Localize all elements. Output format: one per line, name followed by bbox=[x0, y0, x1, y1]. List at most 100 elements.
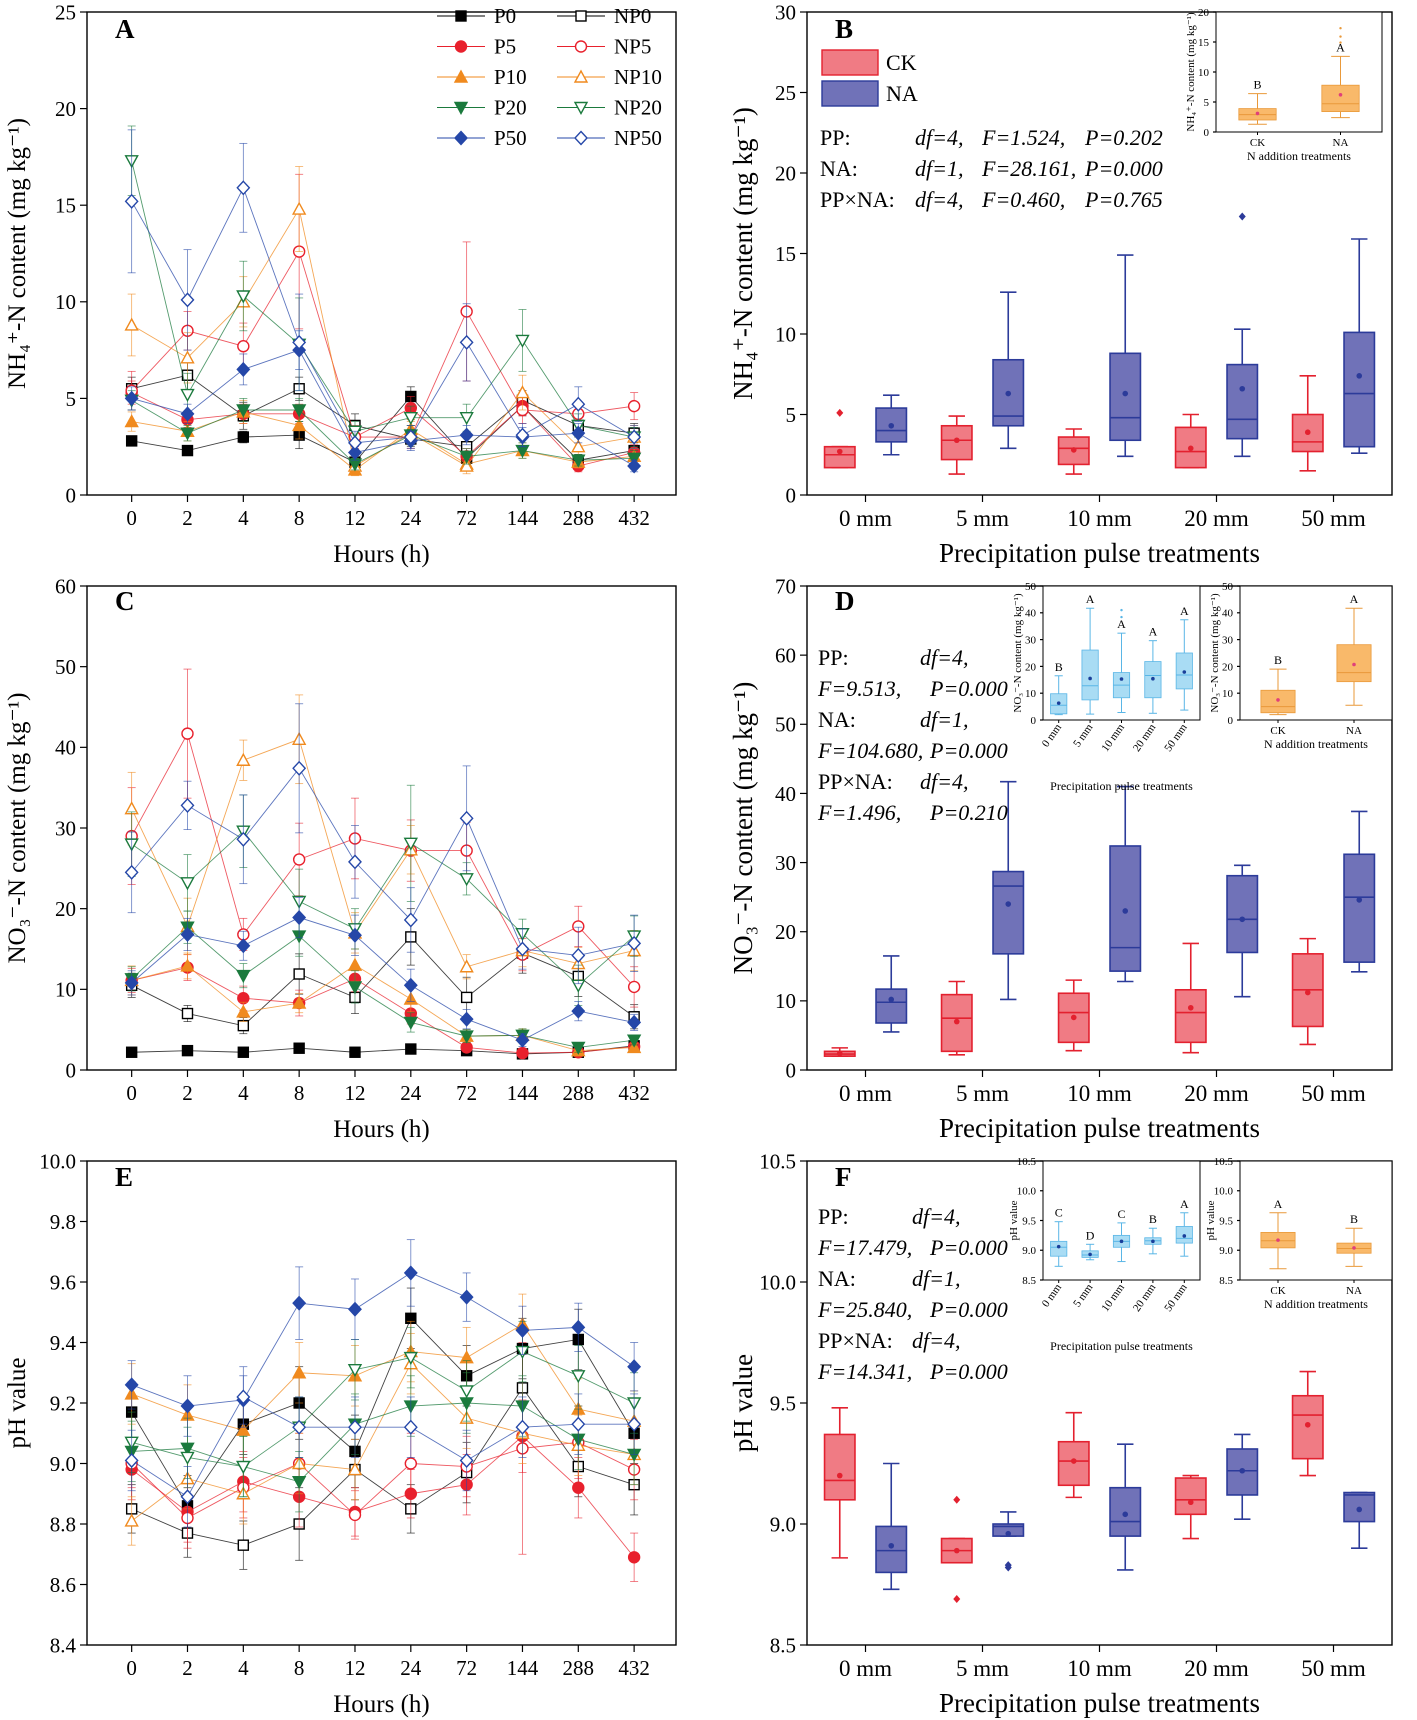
data-point bbox=[347, 1462, 363, 1476]
legend-label-CK: CK bbox=[886, 50, 917, 75]
panel-D-ytick-label: 60 bbox=[775, 643, 796, 667]
box-CK-10mm bbox=[1057, 979, 1090, 1052]
legend-marker-P50 bbox=[454, 130, 468, 146]
stat-F: F=104.680, bbox=[817, 738, 923, 763]
data-point bbox=[237, 1539, 250, 1551]
box-mean bbox=[1304, 989, 1311, 996]
panel-E-ytick-label: 8.8 bbox=[50, 1512, 76, 1536]
box-iqr bbox=[1343, 853, 1376, 963]
data-point bbox=[236, 1422, 251, 1436]
inset-ytick-label: 10.5 bbox=[1214, 1156, 1234, 1168]
stat-df: df=4, bbox=[920, 645, 968, 670]
panel-B-xtick-label: 0 mm bbox=[839, 506, 892, 531]
data-point bbox=[236, 1004, 251, 1018]
inset-ytick-label: 30 bbox=[1025, 634, 1037, 646]
data-point bbox=[124, 193, 139, 209]
data-point bbox=[403, 912, 418, 928]
panel-E-ytick-label: 9.4 bbox=[50, 1331, 77, 1355]
series-NP10 bbox=[124, 166, 642, 475]
box-mean bbox=[1122, 908, 1129, 914]
box-mean bbox=[1352, 662, 1356, 667]
panel-F: 8.59.09.510.010.50 mm 5 mm 10 mm 20 mm 50 mm… bbox=[728, 1149, 1393, 1718]
panel-E-xtick-label: 12 bbox=[344, 1656, 365, 1680]
stat-P: P=0.210 bbox=[929, 800, 1008, 825]
box-mean bbox=[1276, 1238, 1280, 1242]
legend-label-NA: NA bbox=[886, 81, 918, 106]
panel-A-xtick-label: 8 bbox=[294, 506, 305, 530]
panel-E-ytick-label: 9.8 bbox=[50, 1210, 76, 1234]
box-NA-50mm bbox=[1343, 238, 1376, 454]
panel-A-xtick-label: 12 bbox=[344, 506, 365, 530]
series-line-P20 bbox=[131, 1402, 635, 1483]
series-line-NP50 bbox=[131, 767, 635, 956]
box-mean bbox=[1356, 373, 1363, 379]
legend-marker-NP5 bbox=[574, 40, 588, 53]
data-point bbox=[348, 1301, 362, 1317]
stat-P: P=0.000 bbox=[929, 676, 1008, 701]
series-line-P20 bbox=[131, 926, 635, 1048]
series-NP0 bbox=[125, 359, 640, 457]
panel-D-ytick-label: 10 bbox=[775, 989, 796, 1013]
panel-F-xtick-label: 10 mm bbox=[1067, 1656, 1132, 1681]
data-point bbox=[515, 1419, 530, 1435]
stat-term: NA: bbox=[820, 156, 858, 181]
panel-A-xtick-label: 0 bbox=[126, 506, 137, 530]
data-point bbox=[347, 957, 363, 971]
data-point bbox=[292, 910, 307, 926]
panel-letter-E: E bbox=[115, 1162, 133, 1192]
box-outlier bbox=[1339, 35, 1342, 38]
panel-C-xtick-label: 0 bbox=[126, 1081, 137, 1105]
series-NP10 bbox=[124, 1333, 642, 1546]
inset-ytick-label: 50 bbox=[1222, 581, 1234, 593]
data-point bbox=[572, 1481, 585, 1494]
box-mean bbox=[1056, 701, 1061, 705]
panel-E-xtick-label: 72 bbox=[456, 1656, 477, 1680]
box-outlier bbox=[1120, 608, 1123, 612]
data-point bbox=[124, 1513, 139, 1527]
inset-xtick-label: 0 mm bbox=[1040, 721, 1065, 749]
panel-letter-B: B bbox=[835, 14, 853, 44]
box-mean bbox=[888, 422, 895, 429]
data-point bbox=[237, 1019, 250, 1032]
data-point bbox=[571, 947, 586, 963]
significance-letter: A bbox=[1336, 40, 1345, 54]
stat-term: NA: bbox=[818, 707, 856, 732]
data-point bbox=[459, 450, 474, 464]
series-NP20 bbox=[124, 1320, 642, 1498]
series-line-P0 bbox=[131, 1317, 635, 1507]
panel-letter-F: F bbox=[835, 1162, 852, 1192]
panel-E-xlabel: Hours (h) bbox=[333, 1691, 430, 1718]
legend-marker-NP10 bbox=[573, 69, 589, 83]
inset-frame bbox=[1239, 1160, 1393, 1281]
inset-xtick-label: 0 mm bbox=[1040, 1281, 1065, 1309]
legend: P0 P5 P10 P20 P50 NP0 NP5 NP10 NP20 NP50 bbox=[437, 4, 662, 150]
inset-ytick-label: 40 bbox=[1025, 608, 1037, 620]
box-iqr bbox=[875, 988, 908, 1024]
data-point bbox=[347, 1364, 363, 1378]
data-point bbox=[236, 361, 251, 377]
data-point bbox=[627, 1359, 642, 1375]
data-point bbox=[236, 1460, 251, 1474]
panel-F-ytick-label: 8.5 bbox=[770, 1633, 796, 1657]
series-line-NP20 bbox=[131, 1351, 635, 1467]
data-point bbox=[125, 435, 138, 447]
panel-A-xtick-label: 24 bbox=[400, 506, 422, 530]
inset-xtick-label: 10 mm bbox=[1099, 1281, 1127, 1314]
stat-F: F=9.513, bbox=[817, 676, 901, 701]
data-point bbox=[627, 458, 642, 474]
box-mean bbox=[1182, 1234, 1187, 1238]
inset-ytick-label: 40 bbox=[1222, 608, 1234, 620]
data-point bbox=[404, 1457, 418, 1470]
box-mean bbox=[1056, 1244, 1061, 1249]
panel-E-ytick-label: 9.2 bbox=[50, 1391, 76, 1415]
panel-D-ytick-label: 20 bbox=[775, 920, 796, 944]
series-NP10 bbox=[124, 694, 642, 981]
inset-box-50mm bbox=[1175, 619, 1193, 711]
box-mean bbox=[1119, 1239, 1124, 1244]
box-mean bbox=[1070, 1014, 1077, 1021]
panel-D-ytick-label: 0 bbox=[786, 1058, 797, 1082]
stat-df: df=1, bbox=[915, 156, 963, 181]
series-line-P5 bbox=[131, 1435, 635, 1558]
inset-xtick-label: CK bbox=[1270, 725, 1285, 737]
panel-C-xtick-label: 288 bbox=[563, 1081, 595, 1105]
